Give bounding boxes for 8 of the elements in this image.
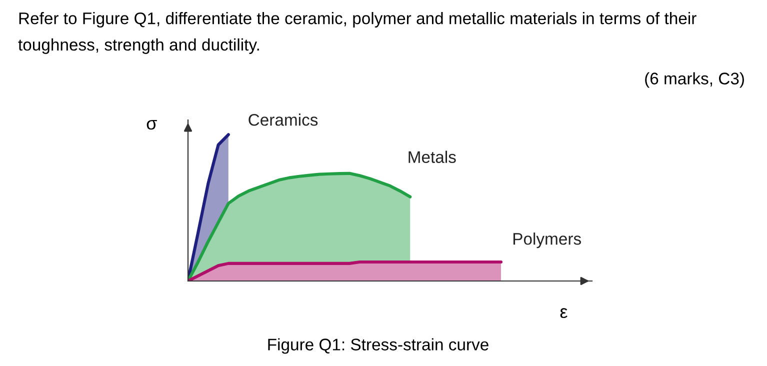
y-axis-title: σ [146, 120, 157, 130]
series-label: Ceramics [248, 114, 318, 126]
series-label: Polymers [513, 232, 581, 248]
series-label: Metals [408, 150, 456, 163]
text: (6 marks, C3) [645, 72, 744, 88]
chart-title: Refer to Figure Q1, differentiate the ceramic, polymer and metallic materials in terms of their toughness, strength and ductility. [18, 12, 696, 54]
x-axis-title: ε [560, 308, 568, 318]
caption: Figure Q1: Stress-strain curve [268, 338, 488, 354]
